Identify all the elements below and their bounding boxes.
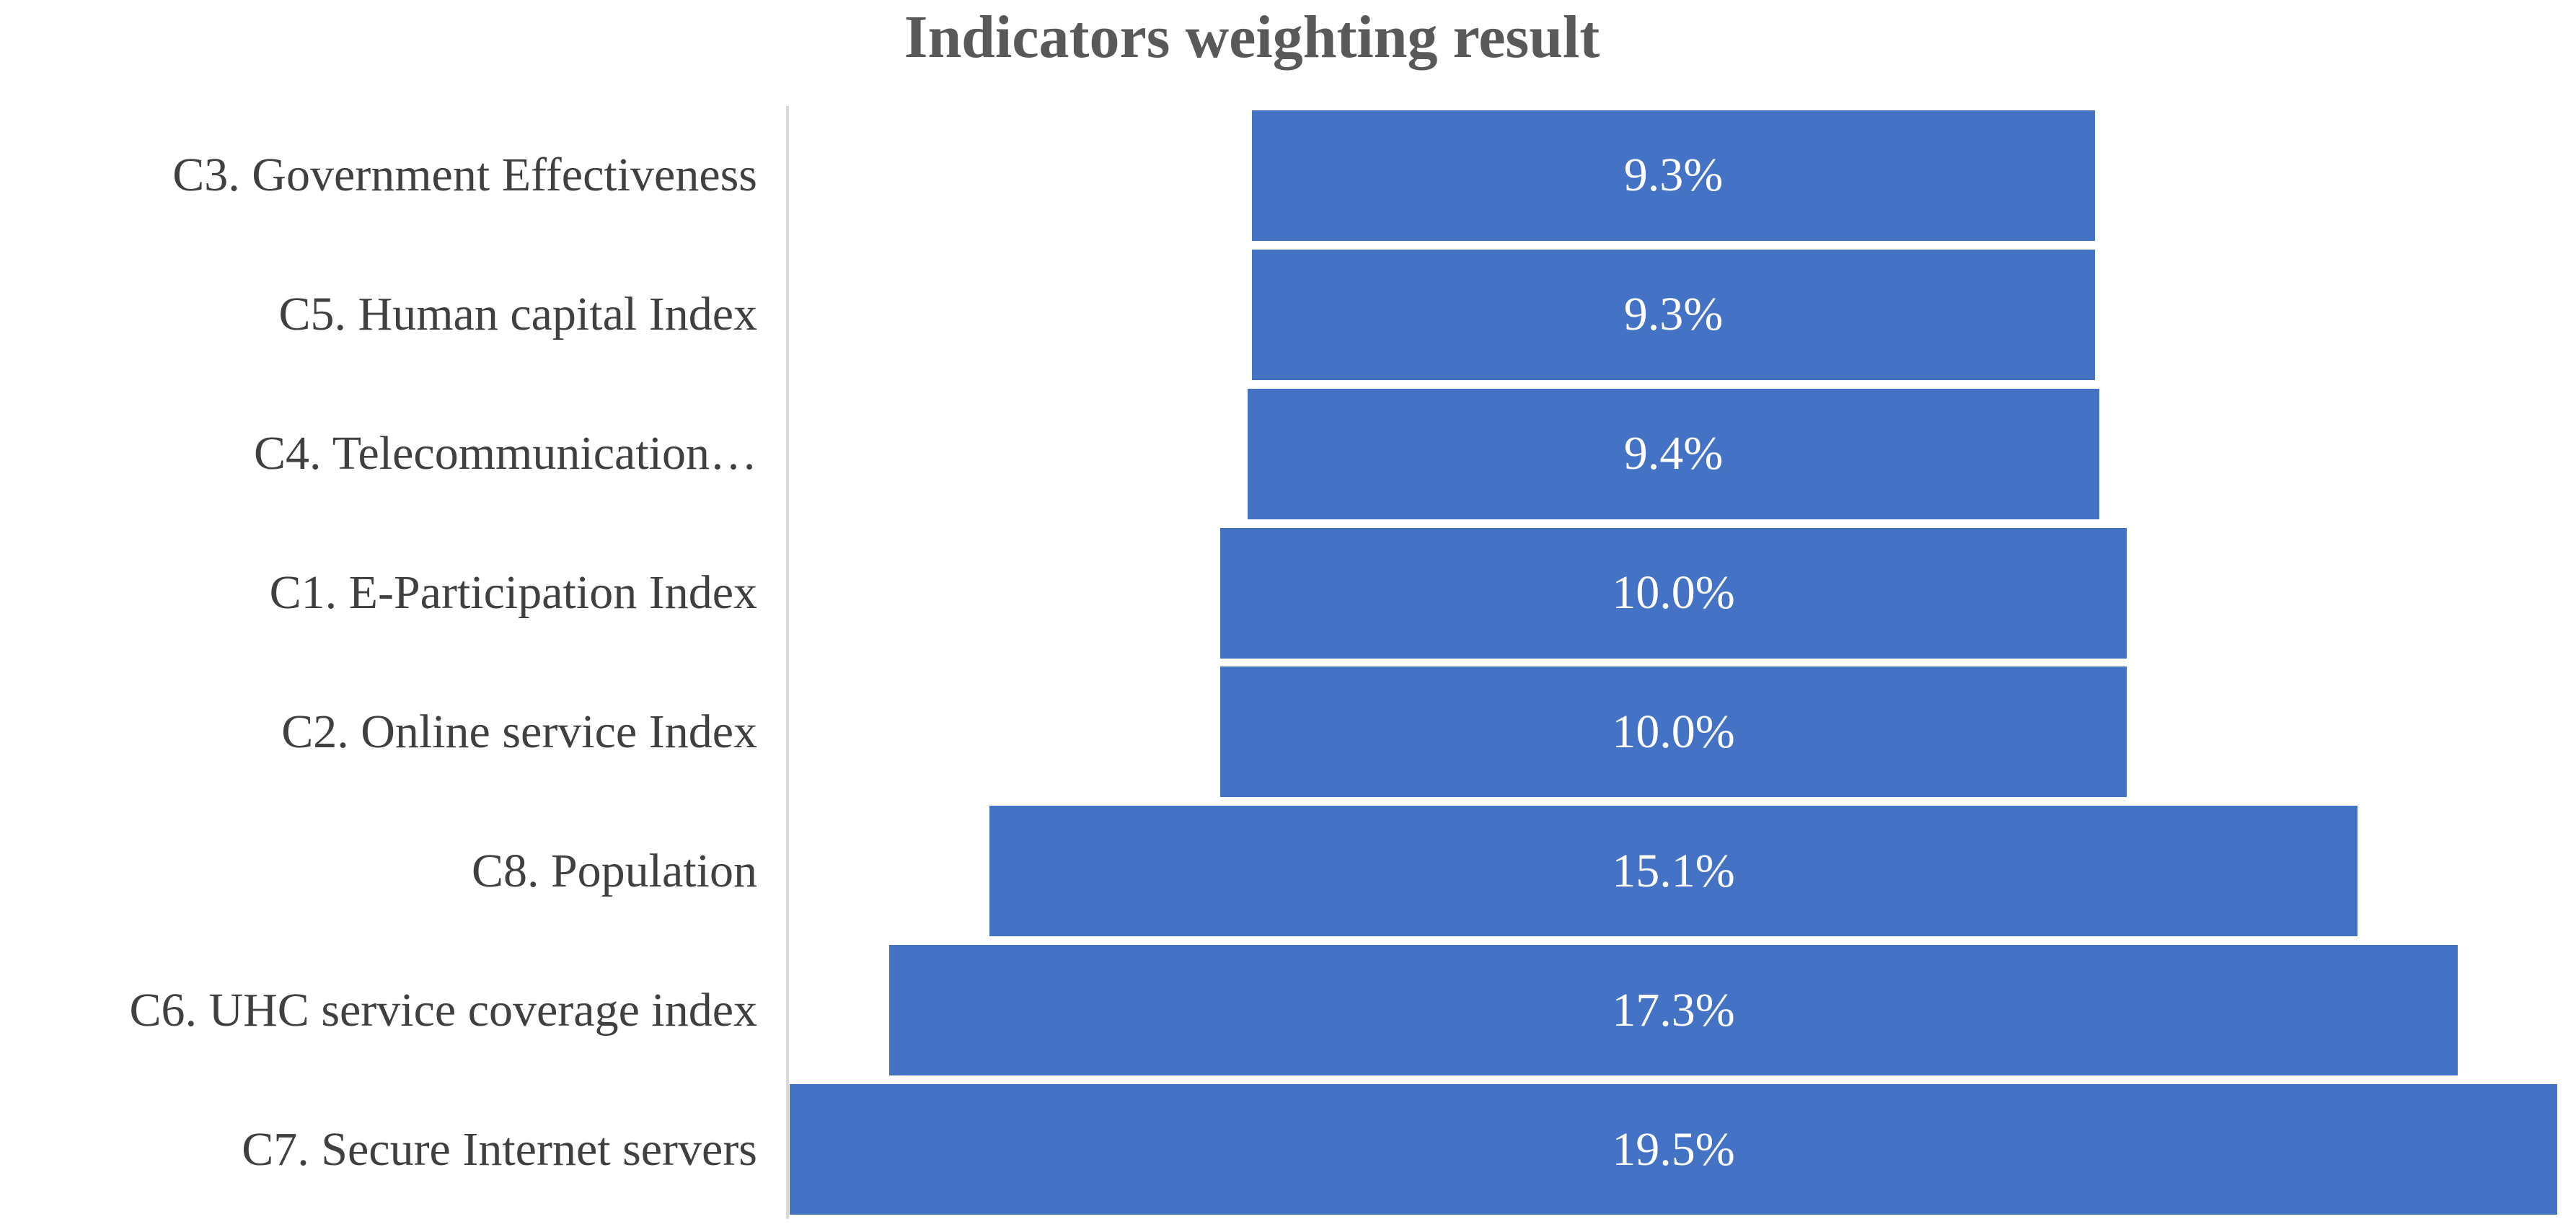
category-label: C8. Population bbox=[471, 844, 757, 897]
bar-value-label: 17.3% bbox=[1612, 983, 1735, 1037]
bar-value-label: 10.0% bbox=[1612, 705, 1735, 758]
category-label: C6. UHC service coverage index bbox=[129, 983, 757, 1037]
bar-value-label: 9.3% bbox=[1623, 149, 1724, 202]
funnel-bar: 9.3% bbox=[1252, 110, 2095, 241]
bar-value-label: 9.3% bbox=[1623, 288, 1724, 341]
category-label: C2. Online service Index bbox=[281, 705, 757, 758]
chart-title: Indicators weighting result bbox=[904, 4, 1600, 71]
category-label: C7. Secure Internet servers bbox=[242, 1122, 757, 1176]
funnel-bar: 9.4% bbox=[1247, 388, 2100, 519]
category-label: C1. E-Participation Index bbox=[269, 566, 757, 620]
bar-value-label: 15.1% bbox=[1612, 844, 1735, 897]
category-label: C4. Telecommunication… bbox=[253, 427, 757, 480]
funnel-bar: 10.0% bbox=[1220, 666, 2127, 798]
funnel-bar: 9.3% bbox=[1252, 249, 2095, 380]
bar-value-label: 19.5% bbox=[1612, 1122, 1735, 1176]
category-label: C5. Human capital Index bbox=[278, 288, 757, 341]
funnel-bar: 10.0% bbox=[1220, 527, 2127, 659]
bar-value-label: 9.4% bbox=[1623, 427, 1724, 480]
category-axis-line bbox=[786, 106, 789, 1219]
bar-value-label: 10.0% bbox=[1612, 566, 1735, 620]
funnel-bar: 15.1% bbox=[989, 806, 2358, 937]
funnel-bar: 19.5% bbox=[790, 1084, 2557, 1215]
funnel-bar: 17.3% bbox=[889, 945, 2458, 1076]
category-label: C3. Government Effectiveness bbox=[172, 149, 757, 202]
